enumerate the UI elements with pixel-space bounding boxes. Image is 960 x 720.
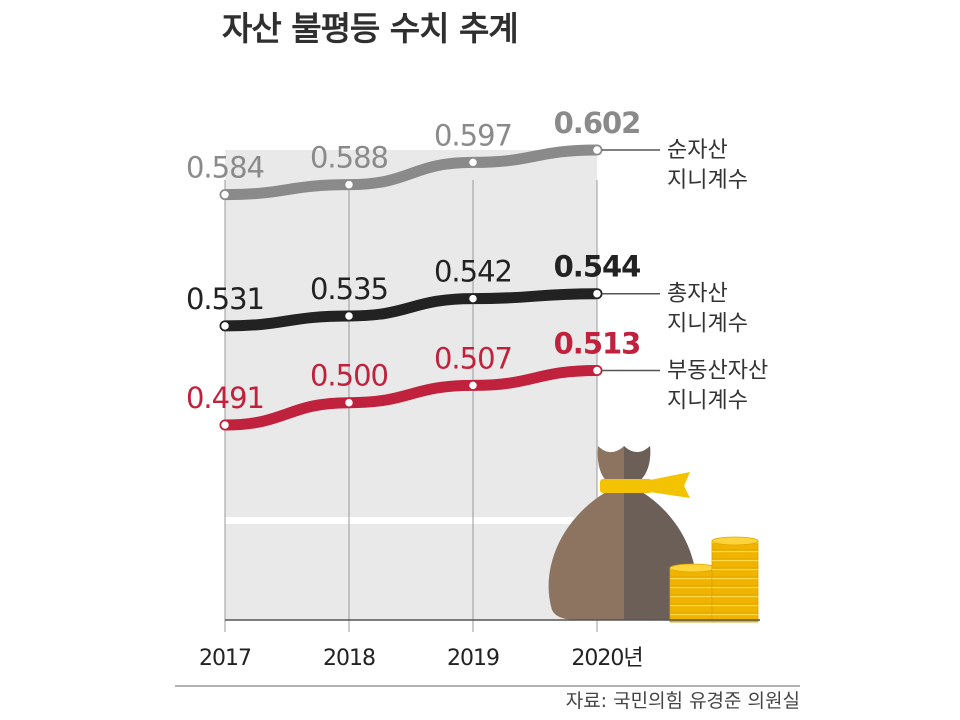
data-point-realestate-1 <box>343 397 355 408</box>
series-layer: 0.584 0.588 0.597 0.602 0.531 0.535 0.542 0.544… <box>186 106 641 431</box>
data-point-total-3 <box>591 288 603 299</box>
chart-panel <box>225 150 597 517</box>
series-line-net <box>219 144 603 201</box>
data-label-total-2: 0.542 <box>434 255 512 289</box>
data-label-realestate-2: 0.507 <box>434 341 512 375</box>
data-label-realestate-3: 0.513 <box>554 326 641 360</box>
coin-stack-icon <box>669 536 759 623</box>
data-point-realestate-2 <box>467 380 479 391</box>
x-tick-labels: 2017 2018 2019 2020년 <box>199 646 644 671</box>
x-tick-label-0: 2017 <box>199 646 251 671</box>
series-label-realestate: 부동산자산 지니계수 <box>667 358 768 413</box>
data-label-net-1: 0.588 <box>310 141 388 175</box>
data-point-total-1 <box>343 310 355 322</box>
x-tick-label-2: 2019 <box>447 646 499 671</box>
series-label-net: 순자산 지니계수 <box>667 138 748 193</box>
series-label-total: 총자산 지니계수 <box>667 282 748 337</box>
data-point-net-3 <box>591 144 603 156</box>
x-tick-label-3: 2020년 <box>571 646 642 671</box>
data-label-net-0: 0.584 <box>186 151 264 185</box>
x-tick-label-1: 2018 <box>323 646 375 671</box>
data-label-net-3: 0.602 <box>554 106 641 140</box>
chart-title: 자산 불평등 수치 추계 <box>222 9 519 48</box>
data-point-total-2 <box>467 293 479 304</box>
series-line-total <box>219 288 603 332</box>
data-label-realestate-0: 0.491 <box>186 381 264 415</box>
data-label-total-1: 0.535 <box>310 272 388 306</box>
chart-panel-lower <box>225 524 597 620</box>
data-point-realestate-0 <box>219 419 231 431</box>
data-point-net-2 <box>467 157 479 168</box>
data-label-total-3: 0.544 <box>554 250 641 284</box>
data-label-total-0: 0.531 <box>186 282 264 316</box>
data-label-net-2: 0.597 <box>434 118 512 152</box>
data-point-realestate-3 <box>591 365 603 376</box>
data-point-net-0 <box>219 189 231 200</box>
data-label-realestate-1: 0.500 <box>310 359 388 393</box>
series-line-realestate <box>219 364 603 431</box>
data-point-total-0 <box>219 320 231 332</box>
source-note: 자료: 국민의힘 유경준 의원실 <box>565 690 800 712</box>
data-point-net-1 <box>343 179 355 190</box>
